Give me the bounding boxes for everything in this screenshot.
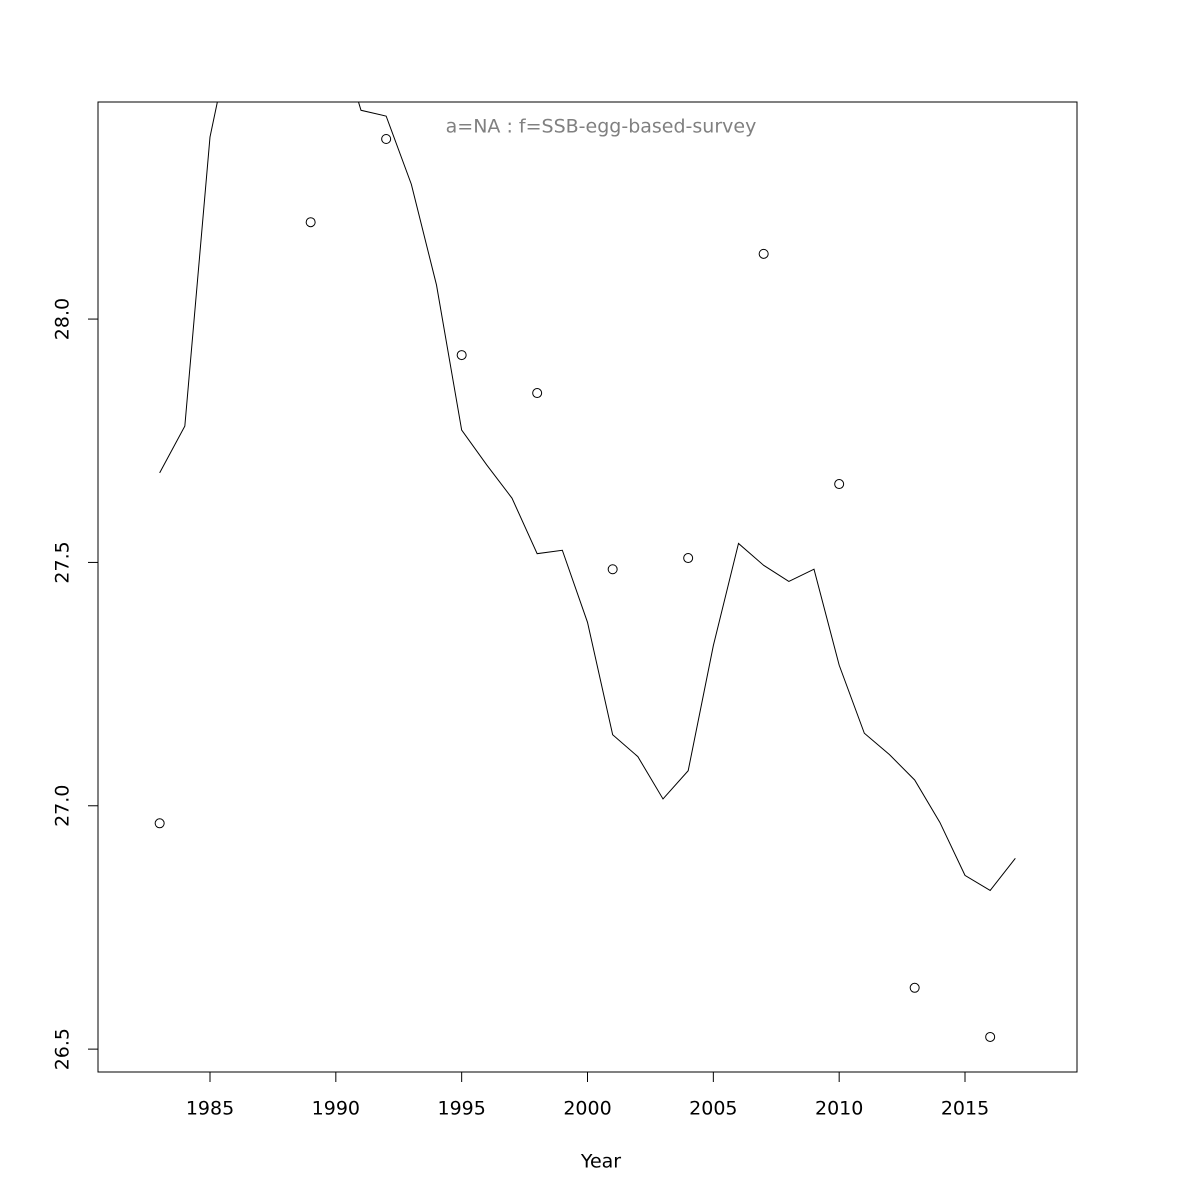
x-tick-label: 1995 [437,1098,485,1120]
data-point [607,564,618,575]
y-tick-label: 27.5 [52,541,74,583]
x-axis-label: Year [580,1151,621,1173]
data-point [985,1031,996,1042]
x-tick-label: 2010 [815,1098,863,1120]
data-point [758,248,769,259]
y-tick-label: 28.0 [52,298,74,340]
data-point [456,350,467,361]
data-point [683,553,694,564]
x-tick-label: 2000 [563,1098,611,1120]
x-tick-label: 2005 [689,1098,737,1120]
y-tick-label: 27.0 [52,785,74,827]
x-tick-label: 1990 [312,1098,360,1120]
chart-title: a=NA : f=SSB-egg-based-survey [446,116,757,138]
plot-area [154,102,1016,1042]
data-line [159,102,1016,892]
plot-frame [97,101,1078,1073]
data-point [909,982,920,993]
data-point [305,217,316,228]
data-point [381,133,392,144]
data-point [532,388,543,399]
data-point [154,818,165,829]
x-tick-label: 1985 [186,1098,234,1120]
x-tick-label: 2015 [941,1098,989,1120]
y-tick-label: 26.5 [52,1028,74,1070]
data-point [834,479,845,490]
